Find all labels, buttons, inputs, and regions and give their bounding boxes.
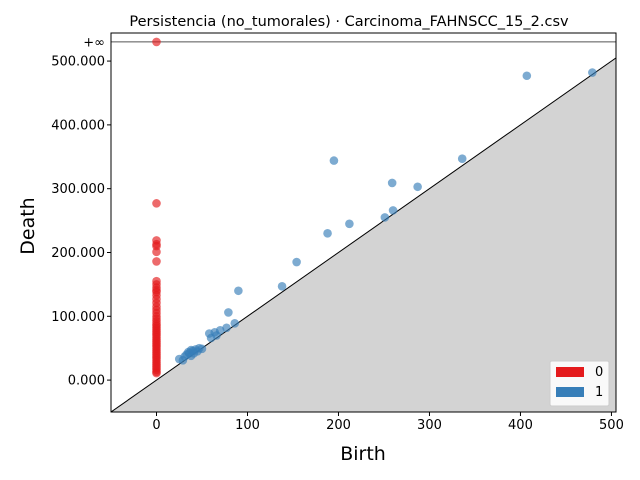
point-dim-1 [224, 308, 233, 317]
y-tick-label: 500.000 [51, 55, 105, 70]
x-axis-title: Birth [340, 443, 386, 465]
infinity-tick-label: +∞ [83, 35, 105, 50]
point-dim-1 [292, 257, 301, 267]
below-diagonal-region [111, 57, 616, 412]
y-axis: 0.000 100.000 200.000 300.000 400.000 500.000 [51, 55, 111, 389]
point-dim-1 [277, 282, 287, 291]
point-dim-1 [345, 219, 354, 229]
point-dim-1 [197, 344, 207, 354]
point-dim-1 [388, 206, 398, 215]
legend-swatch-1 [556, 387, 584, 397]
legend-label-0: 0 [595, 365, 603, 380]
point-dim-1 [380, 213, 390, 222]
point-dim-1 [457, 154, 467, 163]
point-dim-0 [152, 37, 161, 47]
point-dim-1 [387, 178, 397, 188]
point-dim-1 [413, 182, 422, 192]
y-tick-label: 200.000 [51, 246, 105, 261]
point-dim-1 [522, 71, 532, 81]
x-tick-label: 300 [417, 418, 442, 433]
point-dim-1 [234, 286, 243, 296]
point-dim-1 [180, 352, 190, 361]
point-dim-1 [230, 319, 240, 328]
point-dim-1 [188, 346, 198, 356]
point-dim-1 [323, 229, 332, 238]
legend-swatch-0 [556, 367, 584, 377]
y-tick-label: 400.000 [51, 118, 105, 133]
chart-title: Persistencia (no_tumorales) · Carcinoma_… [129, 14, 569, 30]
point-dim-1 [212, 331, 221, 340]
x-tick-label: 100 [235, 418, 260, 433]
x-tick-label: 200 [326, 418, 351, 433]
y-tick-label: 300.000 [51, 182, 105, 197]
x-tick-label: 400 [508, 418, 533, 433]
plot-frame [110, 32, 617, 413]
x-axis: 0 100 200 300 400 500 [152, 412, 624, 433]
points-layer [152, 37, 597, 378]
y-tick-label: 100.000 [51, 310, 105, 325]
point-dim-0 [152, 368, 161, 378]
point-dim-0 [152, 257, 161, 266]
point-dim-1 [329, 156, 339, 165]
x-tick-label: 500 [599, 418, 624, 433]
legend-label-1: 1 [595, 385, 603, 400]
point-dim-0 [152, 199, 161, 208]
point-dim-1 [588, 68, 597, 77]
legend: 0 1 [549, 360, 610, 407]
y-axis-title: Death [17, 197, 39, 254]
y-tick-label: 0.000 [68, 374, 105, 389]
x-tick-label: 0 [152, 418, 160, 433]
point-dim-0 [152, 247, 161, 257]
